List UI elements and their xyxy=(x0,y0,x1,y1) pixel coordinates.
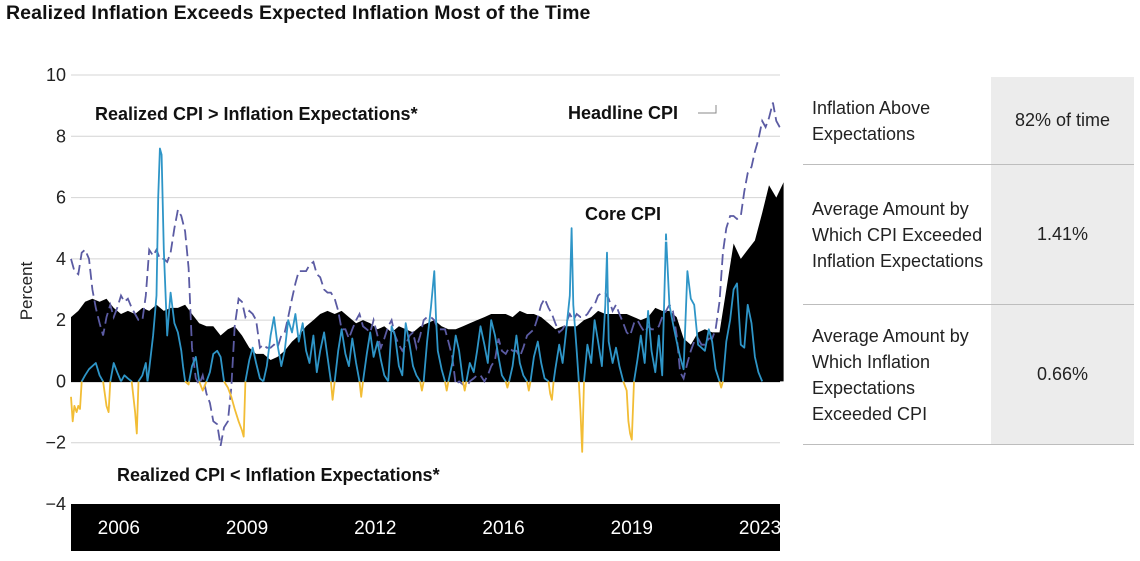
spread-negative-segment xyxy=(547,381,555,401)
x-tick-label: 2023 xyxy=(739,518,781,539)
spread-positive-segment xyxy=(422,270,446,382)
spread-positive-segment xyxy=(583,251,625,382)
y-tick-label: 8 xyxy=(56,126,66,146)
annotation-realized-above: Realized CPI > Inflation Expectations* xyxy=(95,104,418,124)
y-axis-tick-labels: 10 8 6 4 2 0 −2 −4 xyxy=(45,65,66,514)
stat-row-expectations-exceeded: Average Amount by Which Inflation Expect… xyxy=(803,305,1134,445)
page-title: Realized Inflation Exceeds Expected Infl… xyxy=(6,2,591,24)
spread-negative-segment xyxy=(526,381,532,392)
spread-negative-segment xyxy=(330,381,336,401)
x-tick-label: 2016 xyxy=(482,518,524,539)
spread-positive-segment xyxy=(244,346,264,383)
headline-cpi-polyline xyxy=(70,102,785,446)
spread-positive-segment xyxy=(80,362,104,382)
x-tick-label: 2009 xyxy=(226,518,268,539)
spread-negative-segment xyxy=(184,380,190,386)
stat-value: 1.41% xyxy=(991,165,1134,304)
spread-negative-segment xyxy=(102,381,112,414)
stat-label: Average Amount by Which CPI Exceeded Inf… xyxy=(812,198,984,271)
spread-positive-segment xyxy=(137,362,149,382)
core-cpi-area xyxy=(71,182,784,382)
spread-negative-segment xyxy=(577,381,585,453)
spread-positive-segment xyxy=(447,334,464,382)
spread-positive-segment xyxy=(633,233,721,382)
spread-positive-segment xyxy=(387,322,421,382)
y-tick-label: 2 xyxy=(56,310,66,330)
spread-positive-segment xyxy=(109,362,122,382)
realized-minus-expected-line xyxy=(70,147,764,453)
x-tick-label: 2019 xyxy=(611,518,653,539)
spread-positive-segment xyxy=(722,282,764,382)
annotations: Realized CPI > Inflation Expectations* R… xyxy=(95,103,717,485)
y-tick-label: 0 xyxy=(56,371,66,391)
y-tick-label: −4 xyxy=(45,494,66,514)
x-axis-tick-labels: 2006 2009 2012 2016 2019 2023 xyxy=(98,518,781,539)
inflation-chart: 10 8 6 4 2 0 −2 −4 Percent Realized CPI > Infla… xyxy=(17,65,785,551)
headline-cpi-line xyxy=(70,102,785,446)
stats-table: Inflation Above Expectations 82% of time… xyxy=(803,77,1134,445)
spread-negative-segment xyxy=(462,381,468,392)
annotation-core-cpi: Core CPI xyxy=(585,204,661,224)
core-leader-line xyxy=(628,225,681,242)
stat-value: 82% of time xyxy=(991,77,1134,164)
spread-negative-segment xyxy=(622,381,635,441)
spread-positive-segment xyxy=(465,319,507,382)
y-axis-label: Percent xyxy=(17,261,36,320)
y-tick-label: 10 xyxy=(46,65,66,85)
spread-positive-segment xyxy=(508,334,528,382)
spread-negative-segment xyxy=(198,381,208,392)
x-tick-label: 2006 xyxy=(98,518,140,539)
stat-row-above: Inflation Above Expectations 82% of time xyxy=(803,77,1134,165)
spread-positive-segment xyxy=(146,147,186,382)
core-cpi-area-path xyxy=(71,182,784,382)
y-tick-label: 4 xyxy=(56,249,66,269)
spread-negative-segment xyxy=(70,381,83,423)
gridlines xyxy=(71,74,780,444)
headline-leader-line xyxy=(698,105,717,114)
y-tick-label: 6 xyxy=(56,188,66,208)
spread-negative-segment xyxy=(504,381,510,389)
stat-row-cpi-exceeded: Average Amount by Which CPI Exceeded Inf… xyxy=(803,165,1134,305)
spread-positive-segment xyxy=(205,349,225,382)
spread-positive-segment xyxy=(333,328,361,382)
annotation-headline-cpi: Headline CPI xyxy=(568,103,678,123)
x-axis-band xyxy=(71,504,780,551)
annotation-realized-below: Realized CPI < Inflation Expectations* xyxy=(117,465,440,485)
spread-positive-segment xyxy=(362,331,389,382)
spread-negative-segment xyxy=(419,381,425,392)
spread-negative-segment xyxy=(358,381,364,398)
spread-negative-segment xyxy=(718,381,724,389)
spread-positive-segment xyxy=(529,340,550,383)
x-tick-label: 2012 xyxy=(354,518,396,539)
spread-positive-segment xyxy=(552,227,580,382)
spread-positive-segment xyxy=(188,355,201,382)
stat-label: Average Amount by Which Inflation Expect… xyxy=(812,325,969,424)
spread-positive-segment xyxy=(120,374,133,383)
spread-negative-segment xyxy=(130,381,140,435)
y-tick-label: −2 xyxy=(45,433,66,453)
spread-negative-segment xyxy=(444,381,450,392)
stat-label: Inflation Above Expectations xyxy=(812,97,931,144)
spread-positive-segment xyxy=(262,313,332,382)
spread-negative-segment xyxy=(223,380,247,438)
stat-value: 0.66% xyxy=(991,305,1134,444)
